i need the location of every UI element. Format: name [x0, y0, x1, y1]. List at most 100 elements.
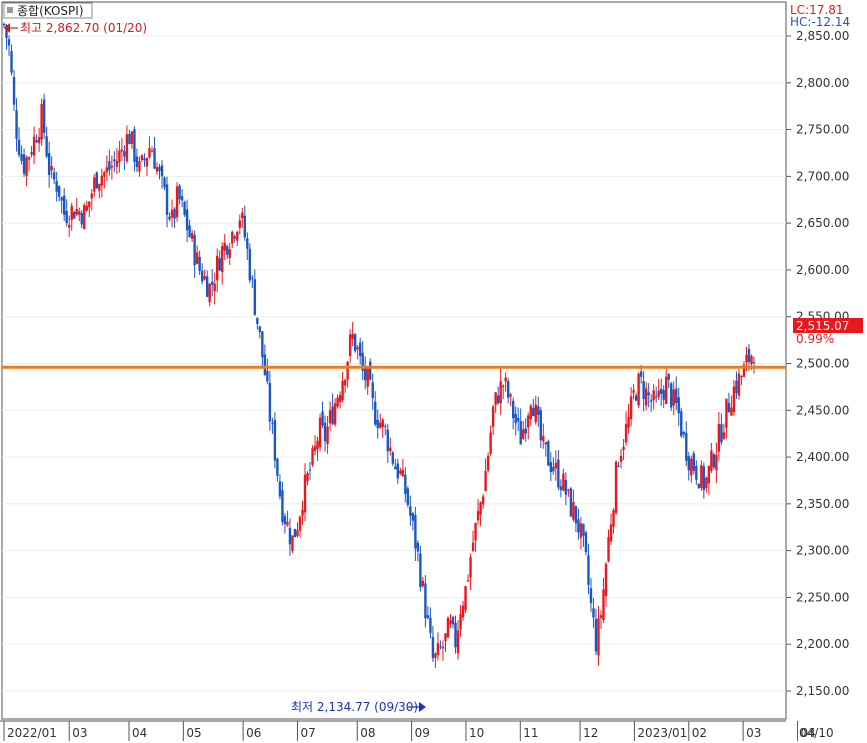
candle-down — [331, 406, 334, 424]
candle-down — [218, 258, 221, 271]
candle-down — [524, 428, 527, 434]
candle-up — [238, 220, 241, 228]
candle-down — [517, 418, 520, 422]
candle-up — [93, 177, 96, 192]
y-tick-label: 2,500.00 — [796, 357, 849, 371]
x-tick-label: 08 — [360, 726, 375, 740]
candle-down — [374, 401, 377, 425]
candle-down — [589, 588, 593, 604]
candle-up — [612, 510, 615, 527]
grid-lines — [2, 35, 786, 692]
candle-up — [120, 149, 124, 152]
candle-down — [95, 172, 99, 189]
candle-down — [532, 407, 535, 417]
candle-down — [293, 528, 297, 537]
candle-up — [627, 416, 630, 428]
candle-down — [158, 166, 161, 172]
candle-up — [296, 530, 299, 537]
candle-down — [695, 465, 698, 480]
candle-up — [138, 160, 141, 172]
candle-up — [25, 157, 28, 177]
candle-down — [649, 400, 653, 402]
title-marker-icon — [7, 7, 13, 13]
candle-down — [22, 154, 26, 174]
candle-down — [394, 466, 397, 470]
candle-up — [474, 523, 477, 541]
candle-up — [50, 166, 53, 171]
candle-down — [361, 352, 364, 371]
y-tick-label: 2,750.00 — [796, 123, 849, 137]
candle-up — [351, 333, 354, 340]
candle-down — [47, 152, 51, 176]
candle-up — [466, 580, 470, 582]
candle-up — [459, 614, 462, 630]
candle-up — [68, 224, 71, 228]
candle-up — [622, 446, 625, 451]
candle-down — [647, 392, 650, 396]
candle-down — [2, 23, 6, 26]
candle-up — [78, 211, 81, 215]
x-tick-label: 09 — [415, 726, 430, 740]
candle-down — [55, 180, 58, 192]
candle-up — [737, 373, 741, 396]
last-price-badge — [793, 318, 863, 333]
x-tick-label: 12 — [583, 726, 598, 740]
candle-down — [735, 380, 738, 394]
candle-down — [752, 362, 756, 364]
y-tick-label: 2,400.00 — [796, 450, 849, 464]
candle-down — [682, 432, 685, 435]
candle-up — [665, 376, 668, 404]
candle-down — [113, 159, 116, 162]
candle-down — [278, 481, 282, 497]
high-marker: 최고 2,862.70 (01/20) — [4, 21, 147, 35]
candle-up — [27, 157, 31, 160]
candle-up — [356, 347, 359, 350]
candle-down — [42, 99, 46, 133]
candle-down — [123, 151, 126, 157]
candle-up — [381, 419, 384, 428]
candle-down — [57, 185, 61, 197]
candle-up — [609, 524, 613, 542]
candle-down — [369, 361, 372, 380]
candle-down — [384, 426, 387, 428]
candle-down — [12, 77, 16, 105]
candle-up — [504, 377, 507, 382]
candle-down — [323, 422, 327, 442]
candle-up — [461, 605, 465, 618]
candle-down — [639, 371, 643, 377]
candle-down — [577, 519, 580, 533]
candle-up — [326, 426, 329, 444]
candle-up — [213, 283, 216, 292]
candle-down — [35, 140, 38, 143]
candle-up — [722, 432, 726, 439]
candle-down — [353, 334, 357, 352]
candle-down — [263, 354, 267, 375]
candle-down — [253, 279, 257, 315]
candle-up — [486, 455, 490, 471]
y-tick-label: 2,250.00 — [796, 590, 849, 604]
candle-up — [311, 448, 314, 465]
candle-up — [725, 398, 728, 428]
low-annotation: 최저 2,134.77 (09/30) — [291, 700, 418, 714]
candle-down — [60, 197, 63, 201]
candle-up — [481, 496, 485, 505]
candle-down — [160, 165, 164, 177]
candle-down — [406, 488, 410, 506]
hc-label: HC:-12.14 — [790, 15, 850, 29]
candle-down — [662, 389, 665, 400]
candle-down — [642, 381, 645, 400]
candle-up — [542, 436, 545, 442]
y-tick-label: 2,850.00 — [796, 29, 849, 43]
candle-down — [178, 185, 181, 200]
y-tick-label: 2,200.00 — [796, 637, 849, 651]
x-tick-label: 2022/01 — [7, 726, 57, 740]
candle-up — [379, 422, 382, 428]
candle-down — [547, 441, 550, 466]
low-marker: 최저 2,134.77 (09/30) — [291, 700, 426, 714]
candle-up — [690, 458, 693, 476]
candle-down — [414, 515, 417, 549]
candle-down — [20, 154, 23, 161]
x-tick-label: 07 — [300, 726, 315, 740]
candle-down — [143, 158, 146, 161]
